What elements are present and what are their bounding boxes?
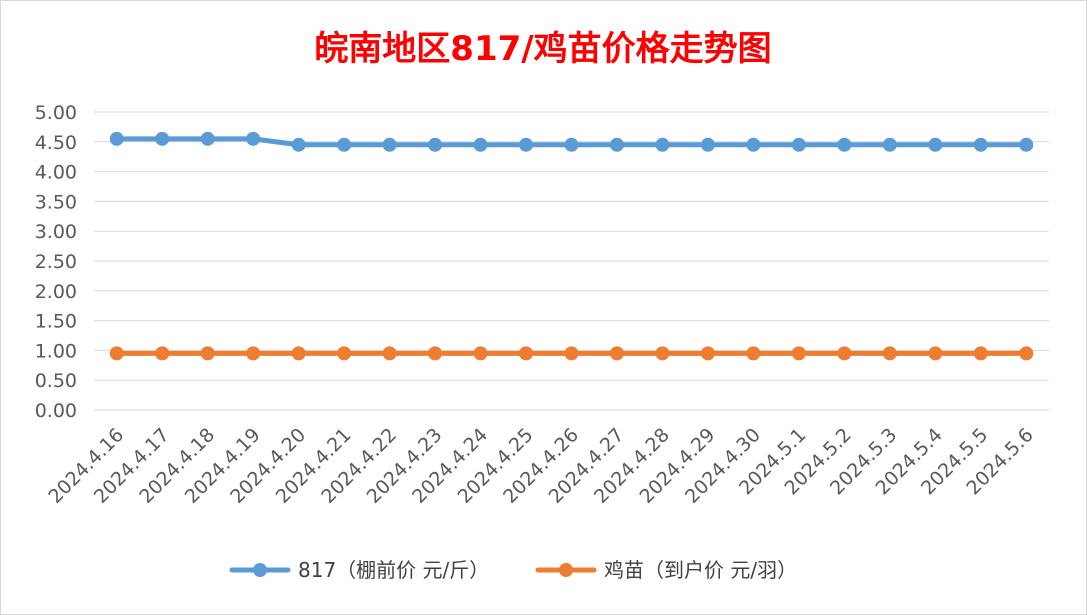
data-point <box>428 137 443 152</box>
grid-lines <box>94 111 1049 411</box>
data-point <box>473 137 488 152</box>
data-point <box>291 137 306 152</box>
data-point <box>155 346 170 361</box>
data-point <box>337 346 352 361</box>
data-point <box>746 346 761 361</box>
data-point <box>882 137 897 152</box>
data-point <box>337 137 352 152</box>
y-tick-label: 4.50 <box>35 132 77 154</box>
data-point <box>109 131 124 146</box>
legend-item: 817（棚前价 元/斤） <box>229 558 489 582</box>
y-tick-label: 1.00 <box>35 340 77 362</box>
y-tick-label: 3.00 <box>35 221 77 243</box>
data-point <box>1019 346 1034 361</box>
legend: 817（棚前价 元/斤） 鸡苗（到户价 元/羽） <box>229 558 797 582</box>
y-axis-ticks: 0.00 0.50 1.00 1.50 2.00 2.50 3.00 3.50 4.00 4.50… <box>35 102 77 422</box>
y-tick-label: 1.50 <box>35 311 77 333</box>
chart-title: 皖南地区817/鸡苗价格走势图 <box>314 29 771 69</box>
data-point <box>837 137 852 152</box>
x-axis-ticks: 2024.4.162024.4.172024.4.182024.4.192024… <box>44 424 1037 508</box>
data-point <box>1019 137 1034 152</box>
data-point <box>609 346 624 361</box>
y-tick-label: 5.00 <box>35 102 77 124</box>
data-point <box>655 346 670 361</box>
legend-label: 鸡苗（到户价 元/羽） <box>604 558 797 582</box>
data-point <box>973 346 988 361</box>
y-tick-label: 4.00 <box>35 162 77 184</box>
legend-marker <box>253 563 267 577</box>
data-point <box>519 137 534 152</box>
y-tick-label: 2.00 <box>35 281 77 303</box>
data-point <box>655 137 670 152</box>
data-point <box>200 131 215 146</box>
y-tick-label: 0.50 <box>35 370 77 392</box>
legend-item: 鸡苗（到户价 元/羽） <box>535 558 797 582</box>
data-point <box>791 346 806 361</box>
data-point <box>246 131 261 146</box>
y-tick-label: 2.50 <box>35 251 77 273</box>
data-point <box>882 346 897 361</box>
data-point <box>564 137 579 152</box>
data-point <box>473 346 488 361</box>
data-point <box>700 346 715 361</box>
series-1 <box>109 131 1034 152</box>
data-point <box>382 137 397 152</box>
data-point <box>428 346 443 361</box>
data-point <box>791 137 806 152</box>
legend-label: 817（棚前价 元/斤） <box>298 558 489 582</box>
data-point <box>928 346 943 361</box>
y-tick-label: 3.50 <box>35 191 77 213</box>
data-point <box>746 137 761 152</box>
series-group <box>109 131 1034 361</box>
data-point <box>291 346 306 361</box>
data-point <box>200 346 215 361</box>
data-point <box>382 346 397 361</box>
data-point <box>609 137 624 152</box>
data-point <box>837 346 852 361</box>
data-point <box>973 137 988 152</box>
data-point <box>700 137 715 152</box>
legend-marker <box>559 563 573 577</box>
data-point <box>928 137 943 152</box>
data-point <box>246 346 261 361</box>
data-point <box>155 131 170 146</box>
data-point <box>519 346 534 361</box>
data-point <box>109 346 124 361</box>
data-point <box>564 346 579 361</box>
y-tick-label: 0.00 <box>35 400 77 422</box>
series-2 <box>109 346 1034 361</box>
